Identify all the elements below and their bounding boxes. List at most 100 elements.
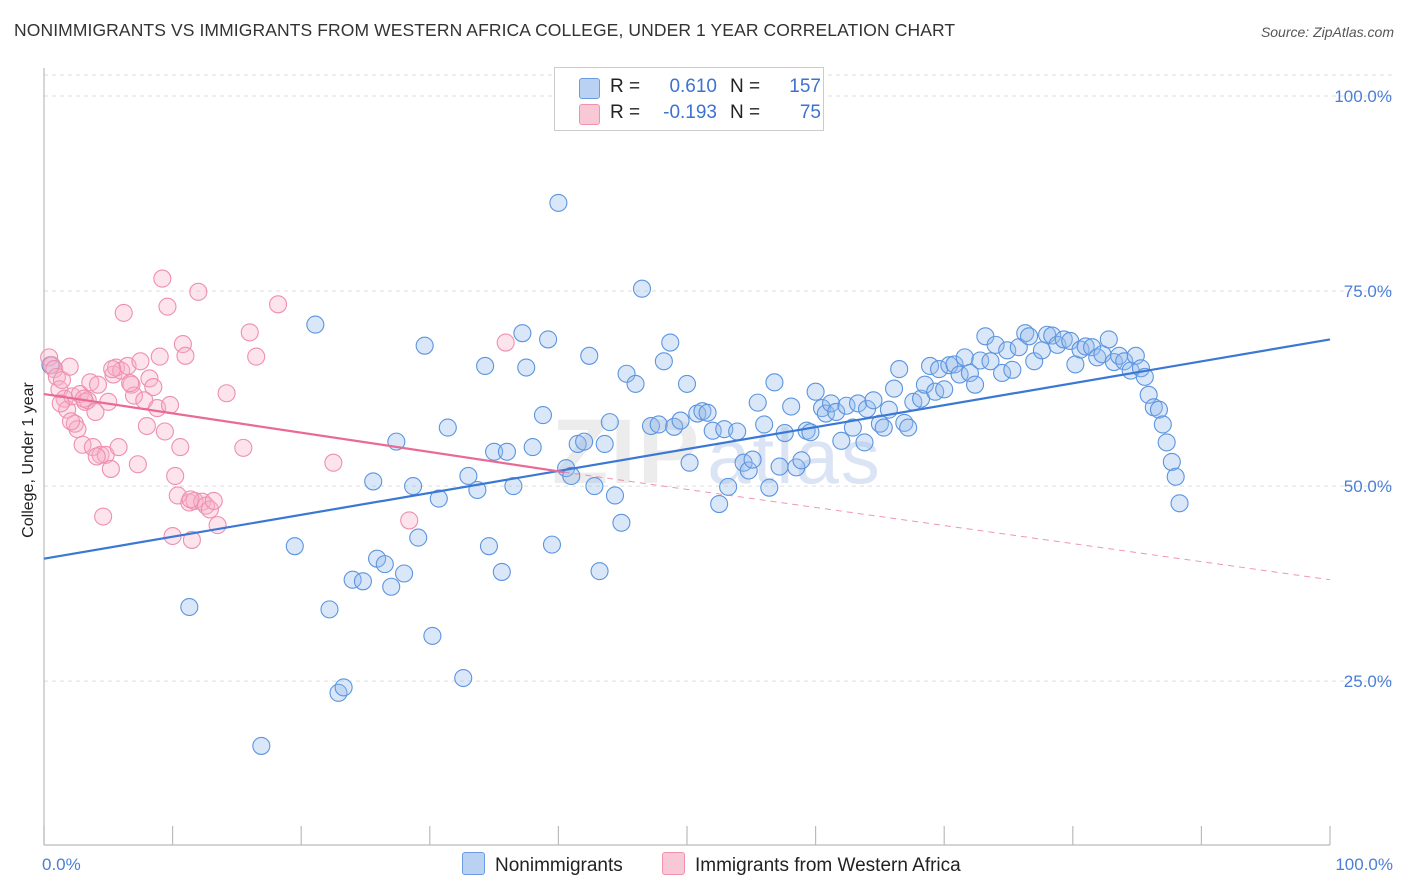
immigrant-point bbox=[88, 375, 108, 394]
immigrant-point bbox=[269, 295, 288, 314]
nonimmigrant-point bbox=[454, 668, 473, 688]
immigrant-trend-extension bbox=[563, 471, 1331, 581]
nonimmigrant-point bbox=[409, 528, 428, 547]
nonimmigrant-point bbox=[626, 374, 645, 393]
source-label: Source: ZipAtlas.com bbox=[1260, 24, 1394, 40]
immigrant-point bbox=[121, 374, 140, 393]
immigrant-point bbox=[160, 395, 180, 415]
y-tick-label: 75.0% bbox=[1344, 282, 1392, 301]
immigrant-point bbox=[176, 346, 195, 365]
nonimmigrant-point bbox=[404, 477, 423, 496]
nonimmigrant-point bbox=[1162, 452, 1181, 471]
immigrant-point bbox=[61, 412, 81, 431]
legend-swatch-pink bbox=[579, 104, 600, 125]
immigrant-point bbox=[217, 384, 236, 403]
nonimmigrant-point bbox=[765, 373, 784, 392]
nonimmigrant-point bbox=[940, 356, 959, 375]
nonimmigrant-point bbox=[832, 431, 851, 450]
watermark-atlas: atlas bbox=[707, 412, 882, 500]
nonimmigrant-point bbox=[180, 597, 199, 617]
immigrant-point bbox=[150, 347, 169, 366]
nonimmigrant-point bbox=[438, 418, 457, 437]
nonimmigrant-point bbox=[915, 375, 934, 394]
legend-n-label: N = bbox=[730, 102, 761, 123]
nonimmigrant-point bbox=[415, 336, 434, 355]
nonimmigrant-point bbox=[719, 477, 738, 496]
nonimmigrant-point bbox=[899, 418, 918, 437]
nonimmigrant-point bbox=[595, 434, 614, 454]
bottom-legend-label: Nonimmigrants bbox=[495, 855, 623, 876]
nonimmigrant-point bbox=[479, 537, 499, 556]
nonimmigrant-point bbox=[641, 416, 661, 436]
correlation-legend: R = 0.610 N = 157 R = -0.193 N = 75 bbox=[554, 67, 824, 131]
legend-r-value: -0.193 bbox=[663, 102, 717, 123]
nonimmigrant-point bbox=[855, 433, 874, 452]
immigrant-point bbox=[240, 323, 259, 342]
legend-r-label: R = bbox=[610, 102, 641, 123]
tick-labels: 25.0% 50.0% 75.0% 100.0% 0.0% 100.0% College, … bbox=[20, 87, 1393, 874]
nonimmigrant-point bbox=[329, 683, 348, 702]
nonimmigrant-point bbox=[1099, 330, 1118, 349]
immigrant-point bbox=[171, 438, 190, 457]
nonimmigrant-point bbox=[1166, 467, 1185, 486]
nonimmigrant-point bbox=[710, 494, 729, 514]
nonimmigrant-point bbox=[821, 394, 841, 413]
immigrant-point bbox=[200, 500, 219, 519]
nonimmigrant-point bbox=[1115, 352, 1134, 371]
x-tick-label: 100.0% bbox=[1335, 855, 1393, 874]
immigrant-point bbox=[94, 507, 113, 526]
immigrant-point bbox=[189, 282, 208, 301]
nonimmigrant-point bbox=[612, 513, 631, 532]
immigrant-point bbox=[247, 347, 266, 366]
nonimmigrant-point bbox=[1003, 360, 1022, 379]
nonimmigrant-point bbox=[459, 466, 478, 486]
bottom-legend-swatch-pink bbox=[662, 852, 685, 875]
nonimmigrant-point bbox=[285, 537, 304, 556]
bottom-legend-label: Immigrants from Western Africa bbox=[695, 855, 961, 876]
bottom-legend-nonimmigrants: Nonimmigrants bbox=[462, 852, 623, 877]
nonimmigrant-point bbox=[837, 396, 856, 415]
nonimmigrant-point bbox=[806, 382, 825, 401]
immigrant-trend-line bbox=[43, 392, 564, 474]
immigrant-point bbox=[182, 530, 201, 549]
immigrant-point bbox=[112, 361, 131, 380]
immigrant-point bbox=[51, 394, 70, 413]
immigrant-point bbox=[144, 377, 163, 397]
immigrant-point bbox=[101, 459, 120, 478]
immigrant-point bbox=[496, 333, 515, 352]
nonimmigrant-point bbox=[748, 393, 767, 412]
nonimmigrant-point bbox=[884, 379, 904, 398]
nonimmigrant-point bbox=[575, 432, 594, 451]
nonimmigrant-point bbox=[890, 360, 909, 379]
chart-title: NONIMMIGRANTS VS IMMIGRANTS FROM WESTERN… bbox=[14, 20, 956, 40]
nonimmigrant-point bbox=[1083, 338, 1102, 357]
nonimmigrant-point bbox=[600, 413, 619, 432]
nonimmigrant-point bbox=[1076, 337, 1095, 356]
nonimmigrant-point bbox=[306, 315, 325, 334]
nonimmigrant-point bbox=[364, 472, 383, 491]
nonimmigrant-point bbox=[864, 391, 883, 410]
immigrant-point bbox=[155, 422, 174, 441]
nonimmigrant-point bbox=[848, 394, 868, 413]
nonimmigrant-point bbox=[533, 406, 553, 425]
x-tick-label: 0.0% bbox=[42, 855, 81, 874]
nonimmigrant-point bbox=[728, 422, 747, 441]
nonimmigrant-point bbox=[485, 442, 504, 461]
immigrant-point bbox=[234, 438, 253, 457]
immigrant-point bbox=[128, 455, 147, 474]
nonimmigrant-trend-line bbox=[43, 338, 1331, 560]
nonimmigrant-point bbox=[1020, 327, 1039, 346]
nonimmigrant-point bbox=[353, 572, 372, 591]
nonimmigrant-point bbox=[252, 736, 271, 755]
legend-r-value: 0.610 bbox=[669, 76, 717, 97]
nonimmigrant-point bbox=[998, 341, 1017, 360]
immigrant-point bbox=[140, 369, 159, 388]
nonimmigrant-point bbox=[755, 415, 774, 434]
immigrant-point bbox=[400, 511, 419, 530]
nonimmigrant-point bbox=[649, 415, 668, 434]
immigrant-point bbox=[153, 269, 172, 288]
nonimmigrant-point bbox=[513, 324, 532, 343]
nonimmigrant-point bbox=[661, 333, 680, 352]
y-tick-label: 100.0% bbox=[1334, 87, 1392, 106]
